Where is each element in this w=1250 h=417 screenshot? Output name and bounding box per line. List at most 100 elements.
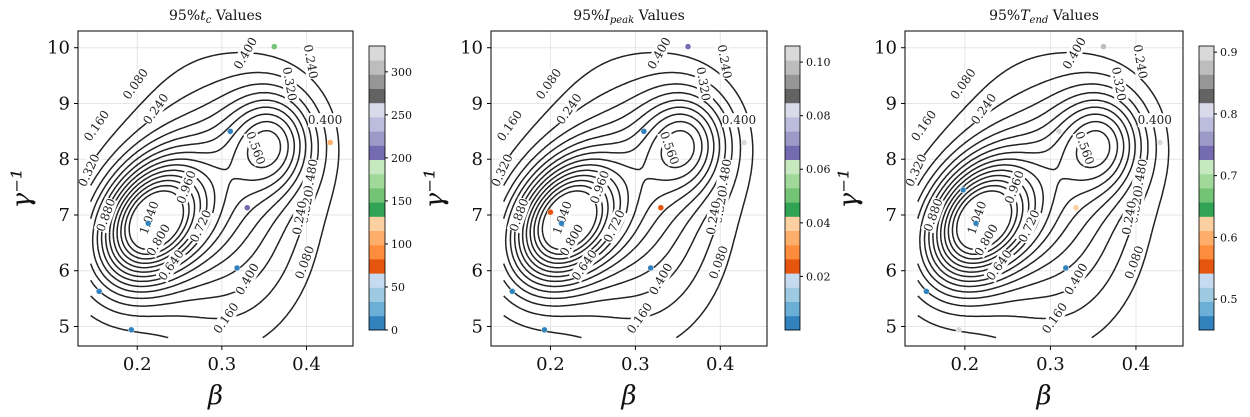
colorbar-tick-label: 0	[391, 324, 398, 337]
colorbar-tick-label: 50	[391, 281, 405, 294]
contour-label: 0.240	[704, 200, 724, 236]
contour-label: 0.080	[120, 66, 151, 102]
colorbar-segment	[1199, 315, 1214, 331]
colorbar-segment	[1199, 74, 1214, 89]
contour-label-bg	[714, 43, 735, 80]
contour-label-bg	[120, 66, 152, 102]
contour-label-bg	[706, 244, 731, 281]
y-tick-label: 8	[472, 149, 483, 170]
colorbar-segment	[785, 88, 800, 104]
y-tick-label: 5	[886, 316, 897, 337]
contour-label-bg	[1130, 43, 1151, 80]
colorbar-segment	[785, 46, 800, 61]
colorbar-segment	[1199, 244, 1214, 260]
colorbar-tick-label: 100	[391, 238, 412, 251]
grid	[491, 31, 767, 346]
contour-label: 0.240	[1119, 200, 1139, 236]
contour-line	[932, 120, 1119, 278]
data-point	[547, 208, 554, 216]
data-point	[233, 264, 241, 272]
y-tick-label: 10	[47, 38, 70, 59]
chart-title: 95%tc Values	[169, 8, 262, 26]
contour-line	[100, 113, 296, 283]
panel-tend: 0.1600.3200.8800.0800.2400.8000.6401.040…	[834, 8, 1238, 411]
contour-label-bg	[1109, 66, 1129, 102]
x-tick-label: 0.2	[951, 354, 980, 375]
colorbar-segment	[369, 131, 385, 146]
contour-label: 0.240	[715, 44, 735, 80]
data-point	[1055, 128, 1063, 135]
contour-label-bg	[140, 91, 172, 127]
contour-label: 0.560	[243, 130, 268, 167]
data-point	[1072, 204, 1080, 211]
colorbar-segment	[369, 145, 385, 160]
data-point	[1100, 43, 1107, 50]
colorbar: 0 50 100 150 200 250 300	[368, 45, 412, 337]
contour-line	[91, 99, 307, 293]
colorbar-segment	[785, 315, 800, 331]
contour-line	[90, 71, 328, 320]
contour-label-bg	[983, 247, 1015, 284]
data-point	[128, 326, 135, 334]
y-axis-label: γ⁻¹	[420, 169, 450, 209]
contour-label: 0.400	[1138, 113, 1172, 127]
colorbar-segment	[785, 74, 800, 89]
contour-label-bg	[506, 196, 532, 234]
contour-label: 0.560	[657, 130, 682, 167]
contour-label: 0.480	[301, 158, 321, 194]
x-tick-label: 0.3	[621, 354, 650, 375]
contour-label-bg	[646, 260, 676, 298]
contour-label: 0.480	[1130, 158, 1150, 194]
contour-label-bg	[136, 199, 162, 237]
contour-label-bg	[557, 221, 587, 259]
contour-label-bg	[644, 35, 674, 72]
colorbar-segment	[369, 102, 385, 118]
contour-label-bg	[920, 196, 946, 234]
data-point	[271, 43, 278, 50]
contour-label-bg	[1061, 260, 1091, 298]
data-point	[326, 139, 334, 146]
colorbar-segment	[1199, 216, 1214, 231]
colorbar-segment	[1199, 117, 1214, 132]
colorbar-segment	[1199, 145, 1214, 160]
colorbar-segment	[369, 230, 385, 246]
colorbar-tick-label: 0.9	[1220, 46, 1238, 59]
colorbar-frame	[1198, 45, 1215, 331]
colorbar-segment	[785, 244, 800, 260]
x-tick-label: 0.4	[706, 354, 735, 375]
contour-label: 0.320	[75, 152, 102, 189]
data-point	[144, 220, 152, 227]
contour-label-bg	[1015, 207, 1043, 245]
colorbar-segment	[369, 188, 385, 203]
data-point	[657, 204, 665, 211]
contour-line	[104, 120, 289, 278]
contour-label-bg	[549, 199, 575, 237]
y-tick-label: 10	[460, 38, 483, 59]
contour-line	[503, 71, 742, 320]
colorbar-segment	[369, 173, 385, 189]
y-tick-label: 7	[886, 205, 897, 226]
contour-label: 0.400	[722, 113, 756, 127]
contour-label: 0.320	[488, 152, 515, 189]
colorbar-frame	[368, 45, 386, 331]
y-tick-label: 7	[59, 205, 70, 226]
contour-label-bg	[703, 199, 724, 236]
data-point	[243, 204, 251, 211]
contour-label-bg	[289, 199, 310, 236]
y-tick-label: 6	[886, 261, 897, 282]
colorbar-segment	[369, 301, 385, 317]
contour-label: 0.240	[1130, 44, 1150, 80]
y-axis-label: γ⁻¹	[7, 169, 37, 209]
data-point	[95, 288, 103, 295]
contour-label: 0.160	[81, 108, 112, 144]
contour-label-bg	[1059, 35, 1089, 72]
colorbar-segment	[785, 202, 800, 217]
y-tick-label: 5	[59, 316, 70, 337]
colorbar-segment	[785, 102, 800, 118]
contour-label-bg	[908, 107, 940, 144]
contour-label-bg	[624, 300, 656, 337]
colorbar-segment	[1199, 46, 1214, 61]
chart-title: 95%Ipeak Values	[573, 8, 685, 26]
colorbar-segment	[1199, 88, 1214, 104]
